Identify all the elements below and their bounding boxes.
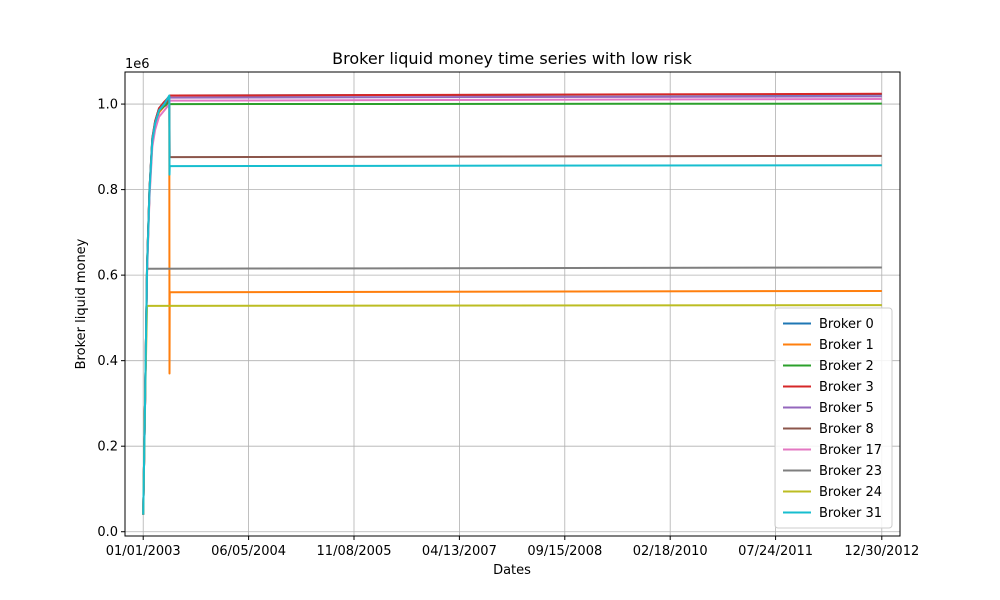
x-tick-label: 12/30/2012 xyxy=(844,544,919,559)
y-tick-label: 1.0 xyxy=(97,98,118,113)
x-tick-label: 02/18/2010 xyxy=(633,544,708,559)
x-axis-label: Dates xyxy=(493,563,531,578)
chart-title: Broker liquid money time series with low… xyxy=(332,49,692,68)
y-axis: 0.0 0.2 0.4 0.6 0.8 1.0 xyxy=(97,98,125,540)
legend: Broker 0 Broker 1 Broker 2 Broker 3 Broker 5… xyxy=(774,307,893,529)
plot-frame xyxy=(124,71,901,537)
legend-box xyxy=(774,307,893,529)
series-lines xyxy=(142,92,882,515)
y-tick-label: 0.4 xyxy=(97,354,118,369)
x-tick-label: 09/15/2008 xyxy=(527,544,602,559)
y-tick-label: 0.8 xyxy=(97,183,118,198)
x-tick-label: 07/24/2011 xyxy=(738,544,813,559)
series-line-broker-31 xyxy=(142,94,882,515)
y-axis-label: Broker liquid money xyxy=(74,238,89,369)
legend-label: Broker 2 xyxy=(819,359,874,374)
y-tick-label: 0.0 xyxy=(97,525,118,540)
x-tick-label: 04/13/2007 xyxy=(422,544,497,559)
legend-label: Broker 5 xyxy=(819,401,874,416)
y-offset-label: 1e6 xyxy=(125,57,150,72)
legend-label: Broker 31 xyxy=(819,506,882,521)
legend-label: Broker 24 xyxy=(819,485,882,500)
x-tick-label: 06/05/2004 xyxy=(211,544,286,559)
legend-label: Broker 1 xyxy=(819,338,874,353)
x-tick-label: 11/08/2005 xyxy=(317,544,392,559)
plot-area xyxy=(125,72,900,536)
legend-label: Broker 3 xyxy=(819,380,874,395)
legend-label: Broker 0 xyxy=(819,317,874,332)
legend-label: Broker 8 xyxy=(819,422,874,437)
x-axis: 01/01/2003 06/05/2004 11/08/2005 04/13/2007… xyxy=(106,536,919,559)
x-tick-label: 01/01/2003 xyxy=(106,544,181,559)
y-tick-label: 0.2 xyxy=(97,440,118,455)
legend-label: Broker 17 xyxy=(819,443,882,458)
y-tick-label: 0.6 xyxy=(97,269,118,284)
legend-label: Broker 23 xyxy=(819,464,882,479)
